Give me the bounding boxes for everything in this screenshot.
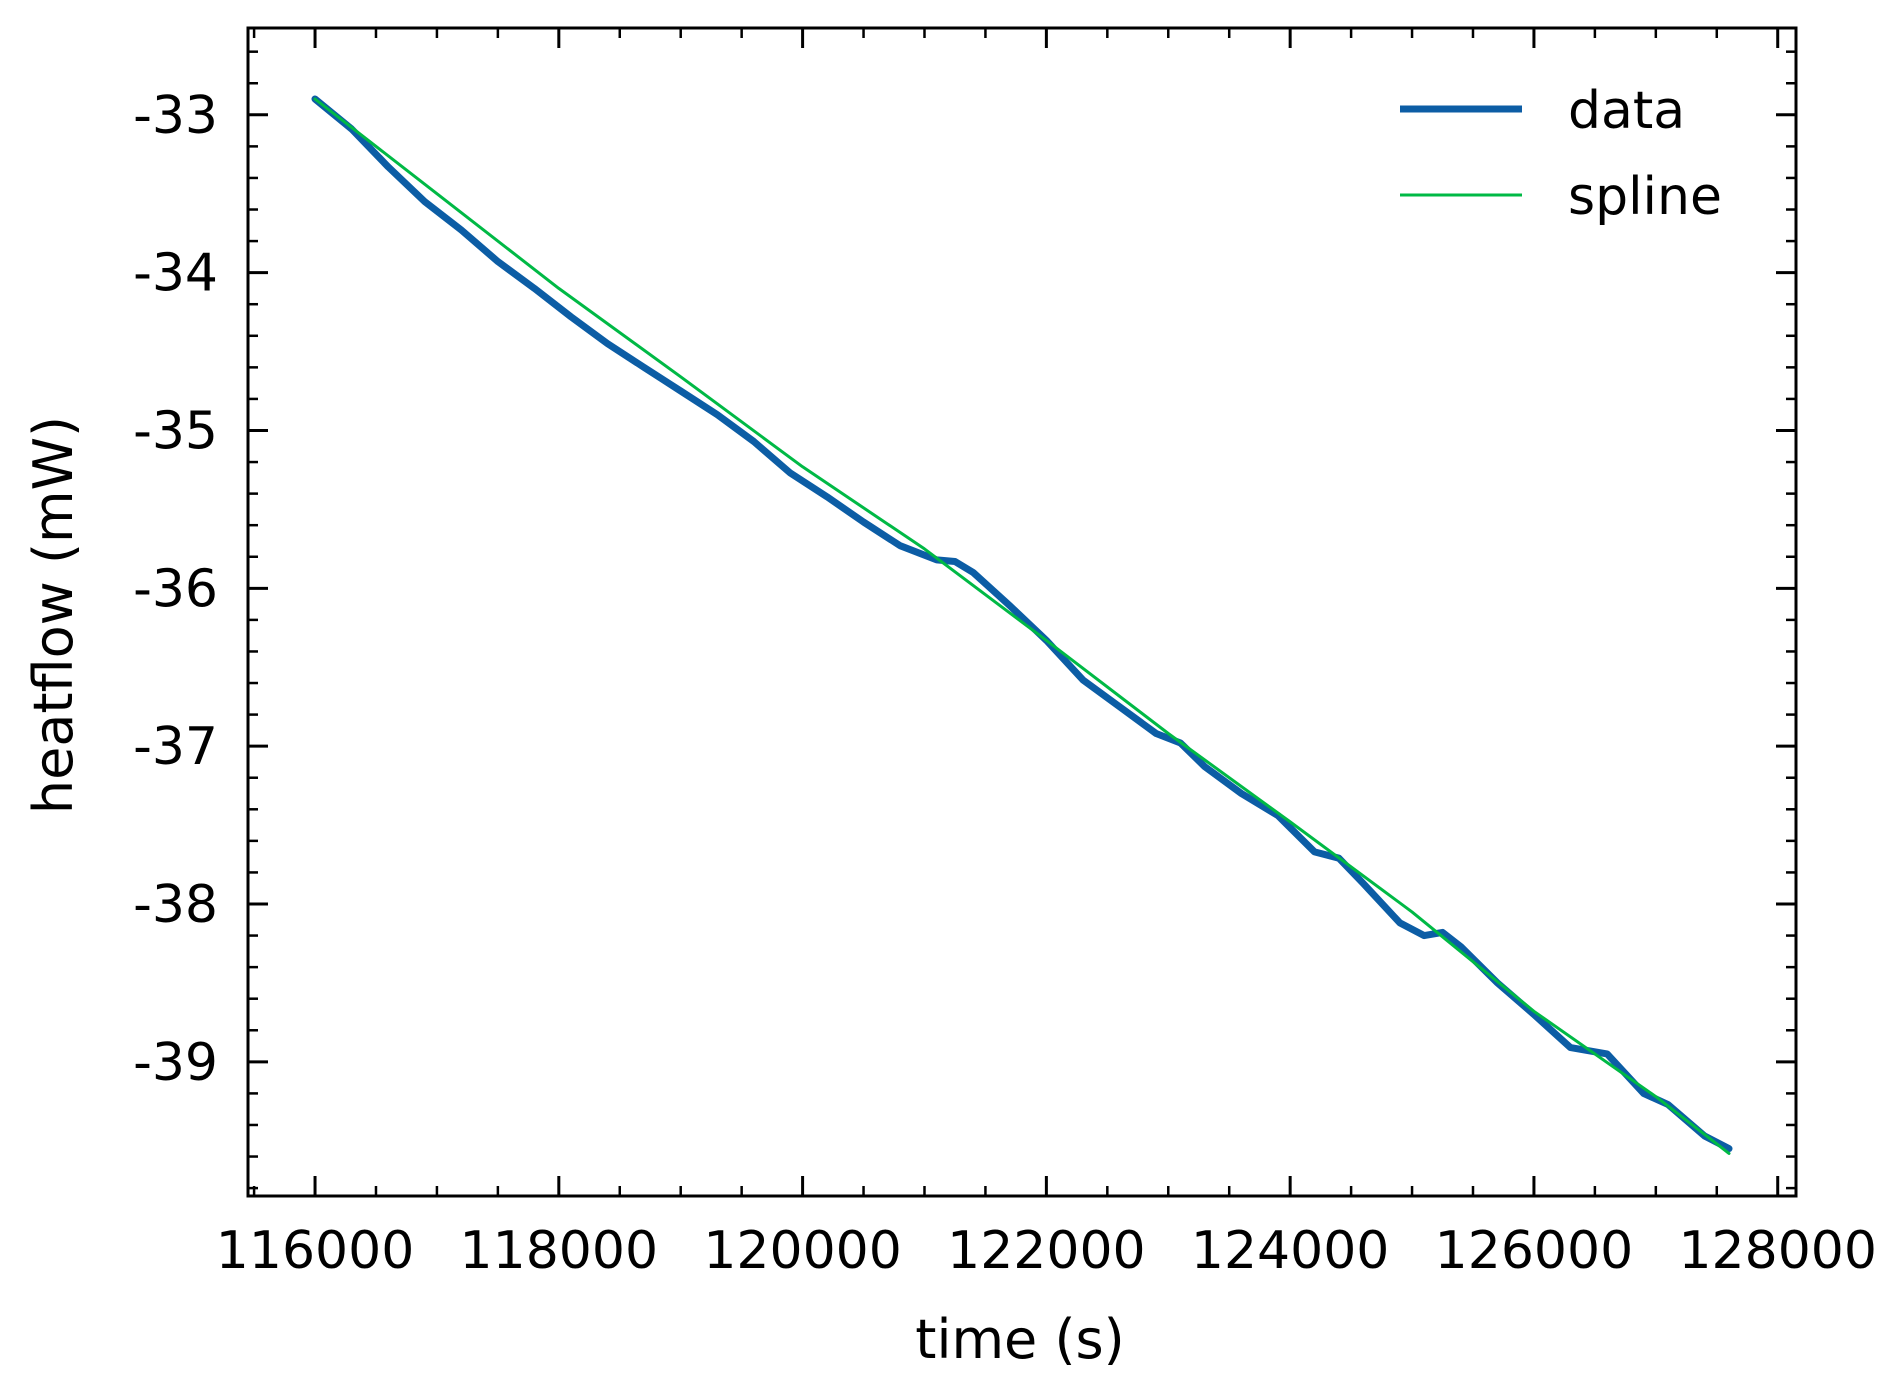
y-axis-title: heatflow (mW) — [22, 416, 85, 814]
x-tick-label: 116000 — [216, 1221, 415, 1281]
legend: data spline — [1400, 81, 1722, 227]
x-tick-label: 126000 — [1435, 1221, 1634, 1281]
y-tick-labels: -39 -38 -37 -36 -35 -34 -33 — [133, 86, 218, 1093]
y-tick-label: -38 — [133, 875, 218, 935]
y-tick-label: -37 — [133, 717, 218, 777]
y-tick-label: -36 — [133, 559, 218, 619]
series-layer — [311, 95, 1733, 1155]
y-tick-label: -34 — [133, 244, 218, 304]
series-line-spline — [313, 97, 1731, 1155]
plot-frame — [246, 26, 1798, 1198]
y-tick-label: -35 — [133, 401, 218, 461]
x-tick-label: 128000 — [1678, 1221, 1877, 1281]
x-tick-label: 122000 — [947, 1221, 1146, 1281]
x-tick-labels: 116000 118000 120000 122000 124000 126000 1280… — [216, 1221, 1877, 1281]
x-tick-label: 124000 — [1191, 1221, 1390, 1281]
minor-ticks — [248, 28, 1796, 1196]
legend-label-spline: spline — [1568, 167, 1722, 227]
major-ticks — [248, 28, 1796, 1196]
y-tick-label: -39 — [133, 1033, 218, 1093]
y-tick-label: -33 — [133, 86, 218, 146]
x-tick-label: 118000 — [460, 1221, 659, 1281]
x-axis-title: time (s) — [915, 1308, 1124, 1371]
legend-label-data: data — [1568, 81, 1685, 141]
x-tick-label: 120000 — [703, 1221, 902, 1281]
